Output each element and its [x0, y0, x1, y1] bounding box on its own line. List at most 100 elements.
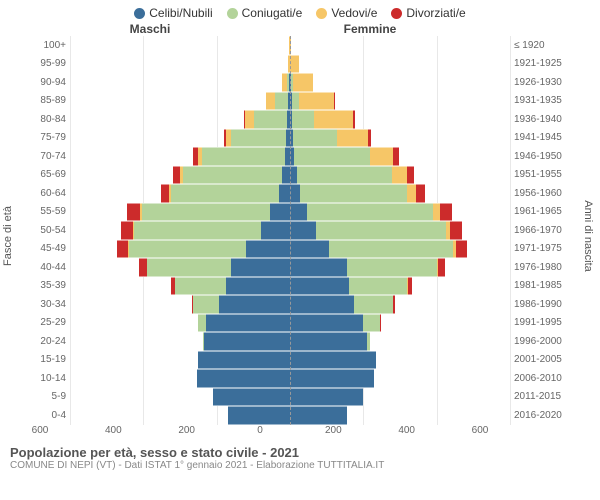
- bar-segment: [204, 332, 290, 351]
- age-row: 15-192001-2005: [30, 351, 570, 370]
- birth-year-label: 1951-1955: [510, 169, 570, 180]
- bar-segment: [226, 277, 290, 296]
- bar-segment: [147, 258, 231, 277]
- birth-year-label: 1966-1970: [510, 225, 570, 236]
- age-label: 45-49: [30, 243, 70, 254]
- bar-segment: [290, 388, 363, 407]
- age-row: 80-841936-1940: [30, 110, 570, 129]
- legend-item: Vedovi/e: [316, 6, 377, 20]
- bar-segment: [349, 277, 408, 296]
- birth-year-label: 1986-1990: [510, 299, 570, 310]
- bar-segment: [171, 184, 279, 203]
- birth-year-label: 1926-1930: [510, 77, 570, 88]
- bar-segment: [329, 240, 454, 259]
- population-pyramid-chart: Celibi/NubiliConiugati/eVedovi/eDivorzia…: [0, 0, 600, 500]
- bar-segment: [231, 258, 290, 277]
- x-axis: 6004002000200400600: [40, 425, 480, 441]
- chart-subtitle: COMUNE DI NEPI (VT) - Dati ISTAT 1° genn…: [10, 460, 600, 471]
- bar-segment: [261, 221, 290, 240]
- bar-segment: [294, 147, 369, 166]
- age-label: 50-54: [30, 225, 70, 236]
- legend-item: Divorziati/e: [391, 6, 465, 20]
- bar-segment: [161, 184, 169, 203]
- bar-segment: [142, 203, 270, 222]
- bar-segment: [134, 221, 261, 240]
- bar-segment: [380, 314, 381, 333]
- bar-segment: [314, 110, 353, 129]
- age-row: 10-14 2006-2010: [30, 369, 570, 388]
- y-axis-label-right: Anni di nascita: [582, 200, 594, 272]
- bar-segment: [433, 203, 440, 222]
- bar-segment: [290, 277, 349, 296]
- age-label: 0-4: [30, 410, 70, 421]
- age-label: 5-9: [30, 391, 70, 402]
- bar-segment: [334, 92, 335, 111]
- bar-segment: [173, 166, 180, 185]
- age-row: 60-641956-1960: [30, 184, 570, 203]
- bar-segment: [293, 129, 337, 148]
- bar-segment: [245, 110, 254, 129]
- bar-segment: [347, 258, 437, 277]
- birth-year-label: 1961-1965: [510, 206, 570, 217]
- birth-year-label: ≤ 1920: [510, 40, 570, 51]
- legend-item: Celibi/Nubili: [134, 6, 212, 20]
- x-tick: 600: [32, 425, 49, 436]
- birth-year-label: 2006-2010: [510, 373, 570, 384]
- bar-segment: [206, 314, 290, 333]
- bar-segment: [275, 92, 288, 111]
- age-row: 5-9 2011-2015: [30, 388, 570, 407]
- bar-segment: [254, 110, 287, 129]
- legend-swatch: [134, 8, 145, 19]
- age-label: 90-94: [30, 77, 70, 88]
- age-row: 25-291991-1995: [30, 314, 570, 333]
- bar-segment: [213, 388, 290, 407]
- bar-segment: [219, 295, 291, 314]
- bar-segment: [354, 295, 393, 314]
- legend-swatch: [391, 8, 402, 19]
- bar-segment: [198, 351, 290, 370]
- age-label: 80-84: [30, 114, 70, 125]
- age-label: 55-59: [30, 206, 70, 217]
- age-label: 15-19: [30, 354, 70, 365]
- bar-segment: [297, 166, 392, 185]
- legend: Celibi/NubiliConiugati/eVedovi/eDivorzia…: [0, 0, 600, 22]
- bar-segment: [367, 332, 370, 351]
- bar-segment: [353, 110, 355, 129]
- bar-segment: [293, 73, 313, 92]
- bar-segment: [440, 203, 453, 222]
- bar-segment: [127, 203, 140, 222]
- age-label: 20-24: [30, 336, 70, 347]
- bar-segment: [292, 92, 299, 111]
- age-label: 25-29: [30, 317, 70, 328]
- bar-segment: [193, 295, 219, 314]
- legend-label: Divorziati/e: [406, 6, 465, 20]
- chart-footer: Popolazione per età, sesso e stato civil…: [0, 445, 600, 471]
- bar-segment: [175, 277, 226, 296]
- age-label: 95-99: [30, 58, 70, 69]
- age-label: 70-74: [30, 151, 70, 162]
- age-label: 60-64: [30, 188, 70, 199]
- bar-segment: [337, 129, 368, 148]
- bar-segment: [121, 221, 133, 240]
- bar-segment: [228, 406, 290, 425]
- age-row: 30-34 1986-1990: [30, 295, 570, 314]
- bar-segment: [266, 92, 275, 111]
- birth-year-label: 2011-2015: [510, 391, 570, 402]
- legend-swatch: [316, 8, 327, 19]
- age-label: 30-34: [30, 299, 70, 310]
- bar-segment: [290, 369, 374, 388]
- age-row: 65-691951-1955: [30, 166, 570, 185]
- birth-year-label: 1946-1950: [510, 151, 570, 162]
- bar-segment: [393, 147, 399, 166]
- y-axis-label-left: Fasce di età: [2, 206, 14, 266]
- bar-segment: [279, 184, 290, 203]
- x-tick: 400: [398, 425, 415, 436]
- bar-segment: [198, 314, 205, 333]
- bar-segment: [197, 369, 291, 388]
- bar-segment: [202, 147, 285, 166]
- bar-segment: [300, 184, 406, 203]
- bar-segment: [407, 184, 416, 203]
- age-row: 45-491971-1975: [30, 240, 570, 259]
- age-label: 10-14: [30, 373, 70, 384]
- bar-segment: [368, 129, 371, 148]
